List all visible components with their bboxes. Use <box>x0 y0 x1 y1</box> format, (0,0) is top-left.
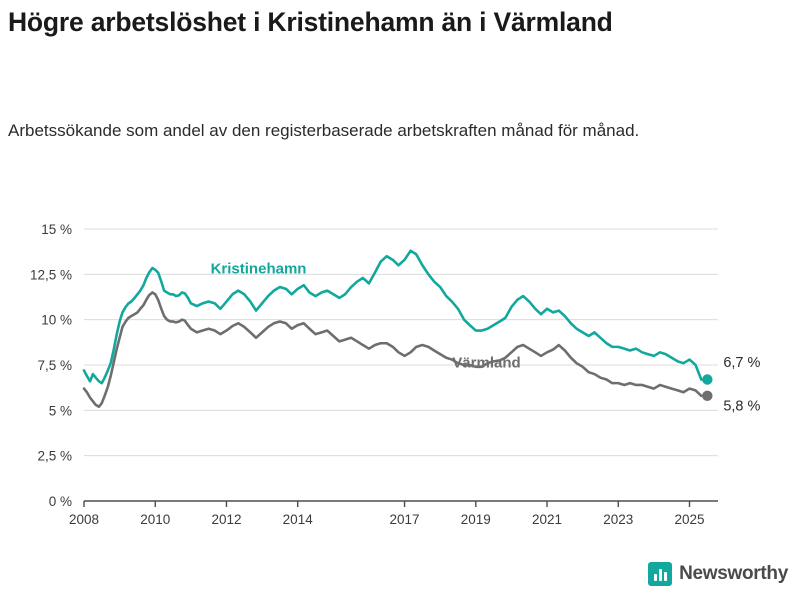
end-point-markers <box>702 374 713 402</box>
y-tick-label: 10 % <box>41 313 72 328</box>
brand-footer: Newsworthy <box>648 562 788 586</box>
y-tick-label: 7,5 % <box>37 358 72 373</box>
y-tick-label: 15 % <box>41 222 72 237</box>
chart-subtitle: Arbetssökande som andel av den registerb… <box>8 121 640 140</box>
x-tick-label: 2012 <box>211 512 241 527</box>
chart-plot-area: 0 % 2,5 % 5 % 7,5 % 10 % 12,5 % 15 % 2008 2010 2… <box>0 205 800 535</box>
x-tick-label: 2010 <box>140 512 170 527</box>
logo-bar-2 <box>658 569 662 581</box>
page-title: Högre arbetslöshet i Kristinehamn än i V… <box>8 7 613 37</box>
x-tick-label: 2017 <box>390 512 420 527</box>
series-annotations: Kristinehamn Värmland 6,7 % 5,8 % <box>211 260 761 414</box>
x-tick-label: 2023 <box>603 512 633 527</box>
grid-lines <box>84 228 718 457</box>
bar-chart-icon <box>648 562 673 586</box>
value-label: 5,8 % <box>723 398 760 414</box>
series-line-värmland <box>82 291 703 409</box>
y-tick-label: 0 % <box>49 494 72 509</box>
y-axis-tick-labels: 0 % 2,5 % 5 % 7,5 % 10 % 12,5 % 15 % <box>30 222 72 509</box>
x-tick-label: 2014 <box>283 512 314 527</box>
x-tick-label: 2019 <box>461 512 491 527</box>
logo-bar-1 <box>653 574 657 581</box>
line-chart: 0 %2,5 %5 %7,5 %10 %12,5 %15 % 2008 2010 2… <box>30 222 761 527</box>
x-tick-label: 2025 <box>674 512 704 527</box>
x-axis-tick-labels: 2008 2010 2012 2014 2017 2019 2021 2023 2025 <box>69 501 705 527</box>
y-tick-label: 5 % <box>49 403 72 418</box>
y-tick-label: 12,5 % <box>30 267 72 282</box>
end-marker-värmland <box>702 390 713 402</box>
logo-bar-3 <box>663 572 667 581</box>
end-marker-kristinehamn <box>702 374 713 385</box>
y-tick-label: 2,5 % <box>37 449 72 464</box>
x-tick-label: 2008 <box>69 512 99 527</box>
series-label: Värmland <box>452 355 520 372</box>
x-tick-label: 2021 <box>532 512 562 527</box>
data-series-lines <box>82 249 703 409</box>
value-label: 6,7 % <box>723 355 760 371</box>
brand-name: Newsworthy <box>679 563 788 584</box>
series-line-kristinehamn <box>82 249 703 385</box>
series-label: Kristinehamn <box>211 260 307 277</box>
